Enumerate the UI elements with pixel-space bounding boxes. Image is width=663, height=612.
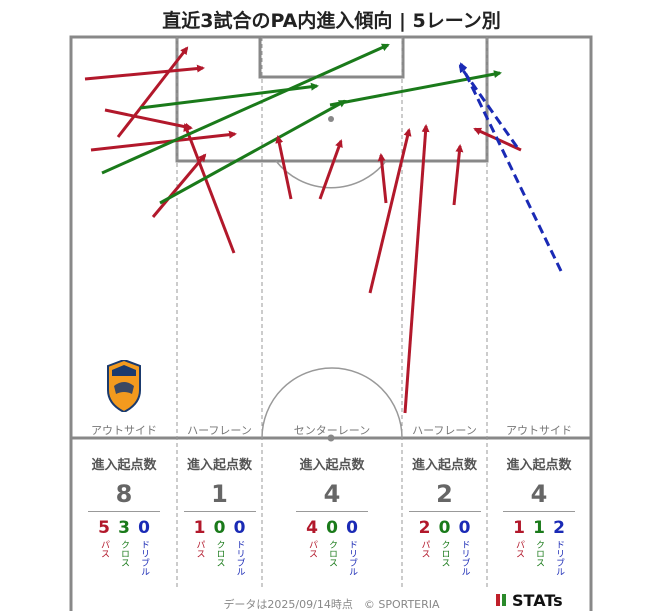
stat-total: 2 <box>436 480 453 508</box>
stat-header: 進入起点数 <box>299 458 365 473</box>
cross-label: クロス <box>534 540 544 567</box>
entry-arrows <box>84 43 563 414</box>
cross-label: クロス <box>327 540 337 567</box>
cross-label: クロス <box>119 540 129 567</box>
pass-arrow-15 <box>452 144 464 206</box>
lane-stats-halfspace-right: 進入起点数 2 2 パス 0 クロス 0 ドリブル <box>402 440 487 576</box>
pass-label: パス <box>99 540 109 558</box>
pass-arrow-10 <box>275 135 293 200</box>
pass-arrow-14 <box>403 124 430 414</box>
dribble-arrow-18 <box>458 64 519 148</box>
dribble-count: 0 <box>138 518 150 538</box>
goal-area <box>258 35 405 79</box>
pass-arrow-12 <box>377 153 388 204</box>
pass-arrow-3 <box>90 130 237 152</box>
center-circle <box>261 367 403 439</box>
pass-arrow-0 <box>84 64 205 81</box>
pass-arrow-11 <box>318 139 343 200</box>
stat-header: 進入起点数 <box>186 458 252 473</box>
dribble-label: ドリブル <box>347 540 357 576</box>
cross-arrow-9 <box>329 70 502 107</box>
pass-arrow-4 <box>183 123 236 254</box>
pass-count: 1 <box>513 518 525 538</box>
dribble-label: ドリブル <box>554 540 564 576</box>
center-spot <box>327 434 335 442</box>
stat-header: 進入起点数 <box>411 458 477 473</box>
page-title: 直近3試合のPA内進入傾向 | 5レーン別 <box>162 10 501 32</box>
lane-dividers <box>176 37 488 590</box>
dribble-count: 0 <box>346 518 358 538</box>
pass-label: パス <box>307 540 317 558</box>
dribble-count: 2 <box>553 518 565 538</box>
dribble-label: ドリブル <box>459 540 470 576</box>
dribble-count: 0 <box>233 518 246 538</box>
pass-label: パス <box>194 540 205 558</box>
lane-stats-halfspace-left: 進入起点数 1 1 パス 0 クロス 0 ドリブル <box>177 440 262 576</box>
shimizu-spulse-emblem <box>107 360 141 412</box>
stat-header: 進入起点数 <box>91 458 157 473</box>
cross-count: 3 <box>118 518 130 538</box>
stat-header: 進入起点数 <box>506 458 572 473</box>
cross-arrow-8 <box>159 99 347 205</box>
pass-arrow-1 <box>116 46 189 138</box>
cross-label: クロス <box>214 540 225 567</box>
cross-arrow-6 <box>101 43 390 175</box>
pass-count: 2 <box>418 518 431 538</box>
penalty-spot <box>328 116 334 122</box>
lane-label-halfspace-left: ハーフレーン <box>187 424 252 437</box>
brand-text: STATs <box>512 591 563 610</box>
brand-logo: STATs <box>496 591 563 610</box>
footer-credit: データは2025/09/14時点 © SPORTERIA <box>223 598 440 611</box>
stat-total: 8 <box>115 480 133 508</box>
lane-stats-outside-left: 進入起点数 8 5 パス 3 クロス 0 ドリブル <box>71 440 177 576</box>
stat-total: 1 <box>211 480 228 508</box>
lane-label-halfspace-right: ハーフレーン <box>412 424 477 437</box>
dribble-count: 0 <box>458 518 471 538</box>
lane-label-outside-left: アウトサイド <box>91 424 157 437</box>
pass-count: 1 <box>193 518 206 538</box>
pass-count: 4 <box>306 518 318 538</box>
lane-stats-center: 進入起点数 4 4 パス 0 クロス 0 ドリブル <box>262 440 402 576</box>
lane-label-outside-right: アウトサイド <box>506 424 572 437</box>
lane-label-center: センターレーン <box>293 424 371 437</box>
lane-stats-outside-right: 進入起点数 4 1 パス 1 クロス 2 ドリブル <box>487 440 591 576</box>
cross-count: 0 <box>326 518 338 538</box>
pass-count: 5 <box>98 518 110 538</box>
stat-total: 4 <box>323 480 341 508</box>
cross-count: 0 <box>213 518 226 538</box>
dribble-label: ドリブル <box>234 540 245 576</box>
pass-label: パス <box>419 540 430 558</box>
pass-label: パス <box>514 540 524 558</box>
cross-count: 0 <box>438 518 451 538</box>
pass-arrow-13 <box>368 128 412 294</box>
penalty-arc <box>275 160 387 189</box>
pass-arrow-5 <box>151 153 207 218</box>
cross-label: クロス <box>439 540 450 567</box>
dribble-label: ドリブル <box>139 540 149 576</box>
cross-count: 1 <box>533 518 545 538</box>
pass-arrow-2 <box>104 108 193 131</box>
cross-arrow-7 <box>139 82 319 110</box>
stat-total: 4 <box>530 480 548 508</box>
dribble-arrow-17 <box>459 62 563 272</box>
